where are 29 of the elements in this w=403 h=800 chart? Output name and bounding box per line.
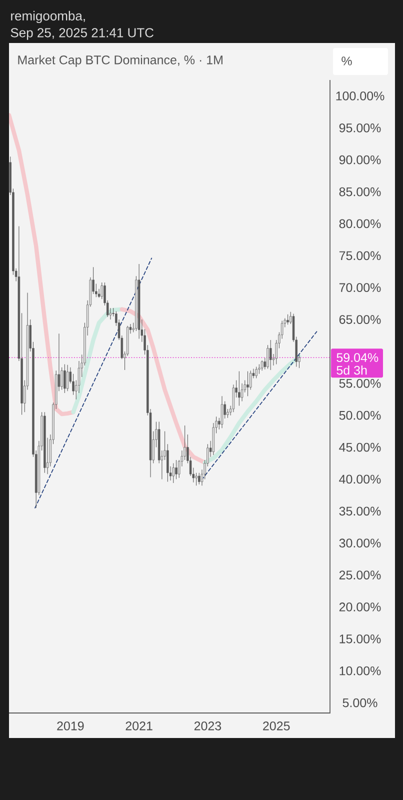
y-tick-label: 30.00%: [339, 538, 381, 548]
y-tick-label: 75.00%: [339, 251, 381, 260]
y-tick-label: 85.00%: [339, 187, 381, 196]
x-tick-label: 2025: [263, 722, 290, 730]
y-tick-label: 20.00%: [339, 602, 381, 612]
x-tick-label: 2019: [57, 722, 84, 730]
y-tick-label: 90.00%: [339, 155, 381, 164]
y-tick-label: 70.00%: [339, 283, 381, 292]
y-tick-label: 100.00%: [336, 92, 384, 100]
ref-line-label: 59.04%: [336, 353, 378, 362]
text: remigoomba,: [11, 10, 85, 24]
y-tick-label: 15.00%: [340, 634, 381, 644]
x-tick-label: 2023: [194, 722, 222, 730]
y-tick-label: 10.00%: [340, 666, 381, 676]
y-tick-label: 80.00%: [339, 219, 381, 228]
chart-title: Market Cap BTC Dominance, % · 1M: [18, 55, 222, 67]
y-tick-label: 40.00%: [339, 474, 381, 484]
y-tick-label: 55.00%: [339, 378, 381, 388]
y-tick-label: 35.00%: [339, 506, 381, 516]
text: Sep 25, 2025 21:41 UTC: [10, 28, 154, 40]
x-tick-label: 2021: [126, 722, 152, 730]
y-tick-label: 5.00%: [342, 698, 378, 708]
text: 5d 3h: [336, 366, 367, 375]
text: %: [342, 56, 352, 66]
y-tick-label: 45.00%: [339, 442, 381, 452]
y-tick-label: 95.00%: [339, 123, 381, 132]
y-tick-label: 65.00%: [339, 315, 381, 324]
y-tick-label: 50.00%: [339, 410, 381, 420]
y-tick-label: 25.00%: [339, 570, 381, 580]
